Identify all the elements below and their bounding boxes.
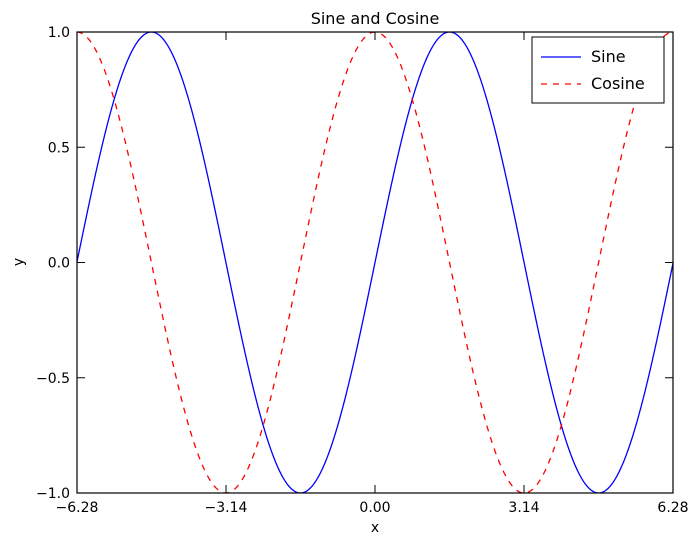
legend-sine-label: Sine bbox=[591, 47, 626, 66]
legend: Sine Cosine bbox=[531, 36, 665, 104]
y-tick-label: −1.0 bbox=[36, 486, 70, 502]
x-tick-label: −3.14 bbox=[205, 500, 248, 516]
x-tick-label: 3.14 bbox=[508, 500, 539, 516]
y-tick-label: 0.5 bbox=[48, 140, 70, 156]
x-axis-label: x bbox=[371, 520, 379, 536]
series-layer bbox=[77, 32, 673, 493]
y-axis-label: y bbox=[11, 258, 27, 266]
legend-cosine-label: Cosine bbox=[591, 74, 645, 93]
y-axis: −1.0 −0.5 0.0 0.5 1.0 bbox=[36, 25, 673, 502]
y-tick-label: 0.0 bbox=[48, 256, 70, 272]
x-tick-label: 0.00 bbox=[359, 500, 390, 516]
y-tick-label: −0.5 bbox=[36, 371, 70, 387]
legend-box bbox=[531, 36, 665, 104]
x-tick-label: −6.28 bbox=[56, 500, 99, 516]
x-tick-label: 6.28 bbox=[657, 500, 688, 516]
x-axis: −6.28 −3.14 0.00 3.14 6.28 bbox=[56, 32, 689, 516]
y-tick-label: 1.0 bbox=[48, 25, 70, 41]
cosine-series-line bbox=[77, 32, 673, 493]
chart-title: Sine and Cosine bbox=[311, 9, 440, 28]
sine-series-line bbox=[77, 32, 673, 493]
